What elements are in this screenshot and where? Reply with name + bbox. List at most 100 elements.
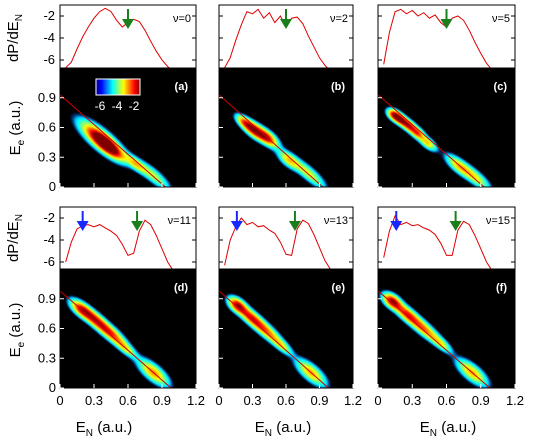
panel-5-nu-label: ν=13 xyxy=(324,215,348,227)
svg-text:Ee (a.u.): Ee (a.u.) xyxy=(7,303,27,358)
panel-6-top-frame xyxy=(377,206,516,274)
panel-4-ridge-line xyxy=(60,290,172,388)
panel-4-green-arrow-head-1 xyxy=(131,221,144,231)
panel-4-top-ytick-label-0: -2 xyxy=(43,210,55,225)
panel-5: ν=13 0 0.3 0.6 0.9 1.2 (e) xyxy=(215,206,362,408)
panel-6-map-xtick-label-2: 0.6 xyxy=(437,393,455,408)
panel-5-map-xtick-label-2: 0.6 xyxy=(277,393,295,408)
panel-5-spectrum-line xyxy=(224,217,337,274)
panel-6-map-xtick-label-3: 0.9 xyxy=(472,393,490,408)
panel-6-blue-arrow-head-0 xyxy=(390,221,403,231)
panel-5-map-xtick-label-4: 1.2 xyxy=(344,393,362,408)
panel-1-top-ytick-label-0: -2 xyxy=(43,8,55,23)
panel-5-blue-arrow-head-0 xyxy=(230,221,243,231)
panel-5-map-xtick-label-0: 0 xyxy=(215,393,222,408)
panel-5-green-arrow-1 xyxy=(288,211,301,231)
panel-5-map-xtick-label-3: 0.9 xyxy=(310,393,328,408)
panel-3-ridge-line xyxy=(378,94,485,187)
panel-2-intensity-map xyxy=(219,68,353,187)
panel-1-spectrum-line xyxy=(65,7,179,72)
panel-2-green-arrow-0 xyxy=(280,9,292,29)
panel-6-map-xtick-label-4: 1.2 xyxy=(506,393,524,408)
xlabel-col-1: EN (a.u.) xyxy=(76,419,132,439)
panel-4-map-xtick-label-1: 0.3 xyxy=(85,393,103,408)
panel-5-map-xtick-label-1: 0.3 xyxy=(243,393,261,408)
panel-6-spectrum-line xyxy=(383,214,499,274)
panel-6-intensity-map xyxy=(378,269,515,388)
panel-2-green-arrow-head-0 xyxy=(280,19,292,29)
panel-4-top-ytick-label-2: -6 xyxy=(43,254,55,269)
colorbar-tick-0: -6 xyxy=(95,99,106,113)
panel-3-spectrum-line xyxy=(383,8,498,72)
panel-6-ridge-line xyxy=(378,290,491,388)
panel-1-nu-label: ν=0 xyxy=(173,13,191,25)
panel-2-nu-label: ν=2 xyxy=(330,13,348,25)
panel-1-tag: (a) xyxy=(175,81,189,93)
panel-2-tag: (b) xyxy=(331,81,345,93)
panel-1-top-ytick-label-2: -6 xyxy=(43,52,55,67)
panel-4-top-ytick-label-1: -4 xyxy=(43,232,55,247)
xlabel-col-3: EN (a.u.) xyxy=(420,419,476,439)
panel-5-green-arrow-head-1 xyxy=(288,221,301,231)
panel-4-map-ytick-label-0: 0 xyxy=(49,380,56,395)
panel-5-tag: (e) xyxy=(332,282,346,294)
panel-5-intensity-map xyxy=(219,269,353,388)
panel-1: -2 -4 -6 ν=0 0 0.3 0.6 0.9 (a) xyxy=(38,4,197,194)
panel-1-map-ytick-label-1: 0.3 xyxy=(38,149,56,164)
panel-3-intensity-map xyxy=(378,68,515,187)
panel-2-ridge-line xyxy=(219,94,324,187)
colorbar: -6 -4 -2 xyxy=(95,78,141,113)
panel-1-map-ytick-label-3: 0.9 xyxy=(38,90,56,105)
svg-text:dP/dEN: dP/dEN xyxy=(5,14,25,62)
panel-4-green-arrow-1 xyxy=(131,211,144,231)
panel-5-ridge-line xyxy=(219,290,330,388)
panel-4-map-xtick-label-4: 1.2 xyxy=(187,393,205,408)
panel-4-map-xtick-label-3: 0.9 xyxy=(153,393,171,408)
colorbar-gradient xyxy=(95,78,141,96)
panel-6-green-arrow-head-1 xyxy=(449,221,462,231)
panel-4-tag: (d) xyxy=(174,282,188,294)
panel-3-tag: (c) xyxy=(494,81,508,93)
panel-5-blue-arrow-0 xyxy=(230,211,243,231)
panel-6-tag: (f) xyxy=(496,282,507,294)
ylabel-top-row-2: dP/dEN xyxy=(5,214,25,262)
panel-6-nu-label: ν=15 xyxy=(486,215,510,227)
xlabel-col-2: EN (a.u.) xyxy=(255,419,311,439)
panel-3: ν=5 (c) xyxy=(377,4,516,188)
panel-4-map-ytick-label-2: 0.6 xyxy=(38,321,56,336)
panel-3-green-arrow-0 xyxy=(440,9,453,29)
panel-4-map-ytick-label-3: 0.9 xyxy=(38,291,56,306)
panel-2-spectrum-line xyxy=(224,8,337,72)
panel-4: -2 -4 -6 ν=11 0 0.3 0.6 0.9 0 0.3 0.6 0.9 1.2 (d) xyxy=(38,206,205,408)
panel-6-green-arrow-1 xyxy=(449,211,462,231)
panel-2: ν=2 (b) xyxy=(218,4,354,188)
panels: -2-4-6ν=000.30.60.9(a)ν=2(b)ν=5(c)-2-4-6… xyxy=(38,4,524,408)
panel-6-map-xtick-label-1: 0.3 xyxy=(403,393,421,408)
ylabel-top-row-1: dP/dEN xyxy=(5,14,25,62)
panel-4-nu-label: ν=11 xyxy=(168,215,191,227)
svg-text:dP/dEN: dP/dEN xyxy=(5,214,25,262)
panel-4-map-ytick-label-1: 0.3 xyxy=(38,350,56,365)
panel-3-green-arrow-head-0 xyxy=(440,19,453,29)
panel-1-green-arrow-head-0 xyxy=(122,19,134,29)
panel-6-blue-arrow-0 xyxy=(390,211,403,231)
svg-text:Ee (a.u.): Ee (a.u.) xyxy=(7,101,27,156)
panel-4-map-xtick-label-2: 0.6 xyxy=(119,393,137,408)
panel-4-blue-arrow-0 xyxy=(76,211,89,231)
panel-4-blue-arrow-head-0 xyxy=(76,221,89,231)
colorbar-tick-2: -2 xyxy=(129,99,140,113)
ylabel-map-row-2: Ee (a.u.) xyxy=(7,303,27,358)
panel-4-intensity-map xyxy=(60,269,196,388)
panel-6: ν=15 0 0.3 0.6 0.9 1.2 (f) xyxy=(374,206,524,408)
panel-1-map-ytick-label-0: 0 xyxy=(49,179,56,194)
panel-1-ridge-line xyxy=(60,94,167,187)
panel-1-top-ytick-label-1: -4 xyxy=(43,30,55,45)
panel-4-map-xtick-label-0: 0 xyxy=(56,393,63,408)
panel-6-map-xtick-label-0: 0 xyxy=(374,393,381,408)
panel-3-nu-label: ν=5 xyxy=(492,13,510,25)
ylabel-map-row-1: Ee (a.u.) xyxy=(7,101,27,156)
panel-1-green-arrow-0 xyxy=(122,9,134,29)
panel-1-map-ytick-label-2: 0.6 xyxy=(38,120,56,135)
colorbar-tick-1: -4 xyxy=(112,99,123,113)
